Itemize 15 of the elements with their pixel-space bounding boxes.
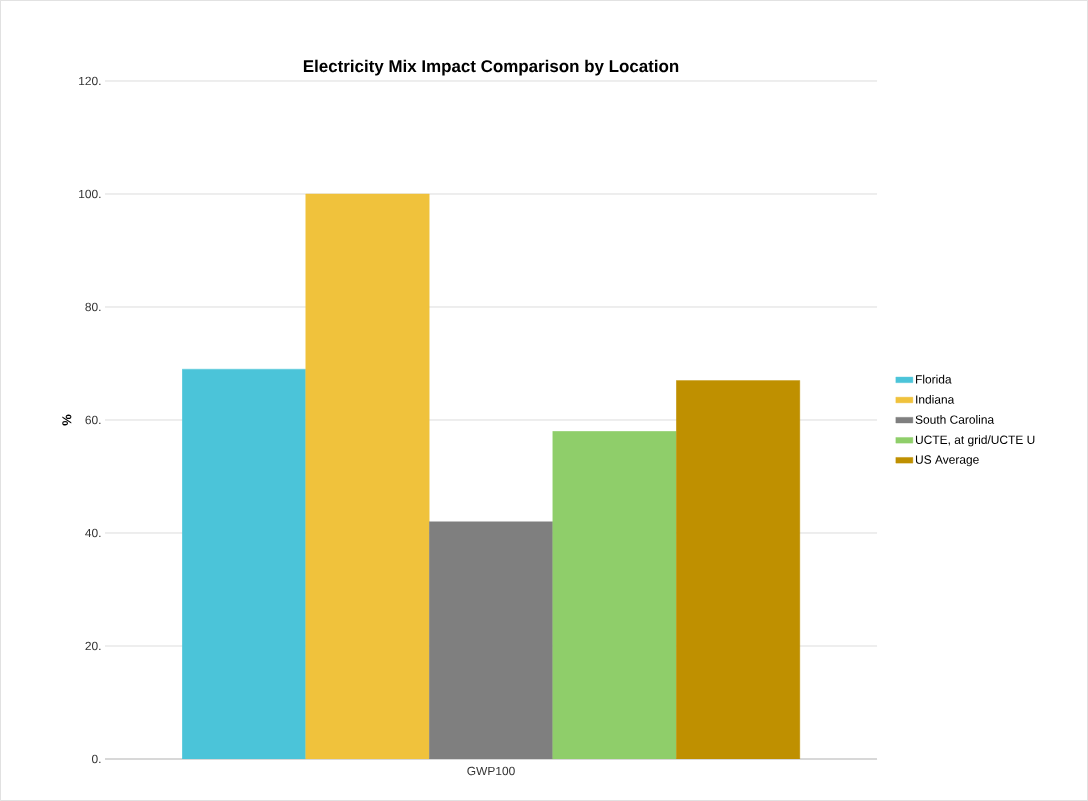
y-tick-label: 20. [85, 641, 101, 651]
y-tick-label: 120. [79, 76, 101, 86]
y-tick-label: 0. [91, 754, 101, 764]
y-tick-label: 60. [85, 415, 101, 425]
y-axis-title: % [62, 414, 72, 426]
x-tick-label: GWP100 [467, 766, 515, 776]
y-tick-label: 100. [79, 189, 101, 199]
legend-label: Florida [916, 374, 952, 384]
y-tick-label: 40. [85, 528, 101, 538]
legend-label: South Carolina [915, 415, 995, 424]
y-tick-label: 80. [85, 302, 101, 312]
legend-label: UCTE, at grid/UCTE U [915, 435, 1035, 447]
chart-title: Electricity Mix Impact Comparison by Location [303, 59, 679, 76]
legend-label: Indiana [916, 394, 955, 404]
legend-label: US Average [915, 455, 979, 467]
